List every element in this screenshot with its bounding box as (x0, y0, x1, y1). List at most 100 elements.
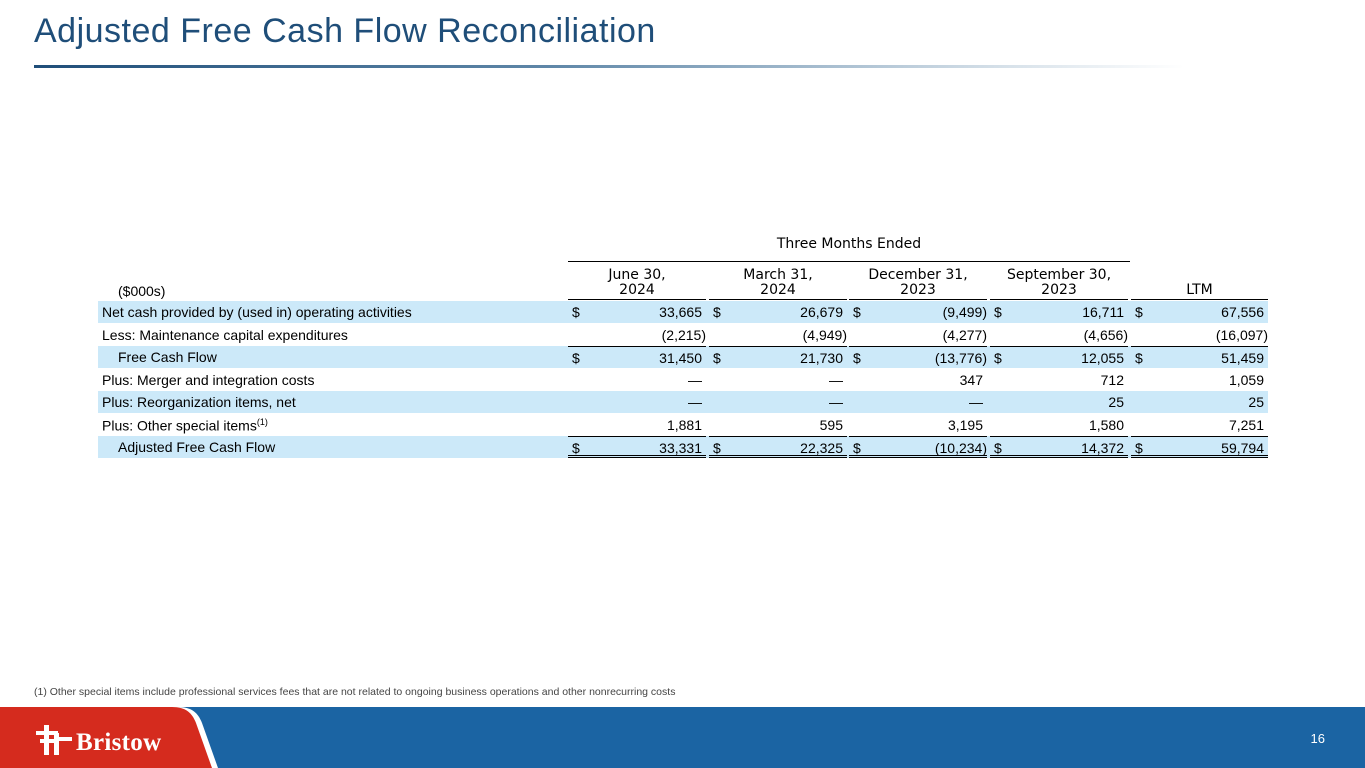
row-label-text: Adjusted Free Cash Flow (118, 439, 276, 455)
table-cell: 712 (990, 369, 1128, 391)
currency-symbol: $ (994, 350, 1002, 366)
table-cell: $51,459 (1131, 346, 1268, 368)
table-cell: 25 (1131, 391, 1268, 413)
currency-symbol: $ (572, 440, 580, 456)
bristow-logo-icon (36, 725, 72, 755)
currency-symbol: $ (713, 440, 721, 456)
table-cell: — (568, 391, 706, 413)
cell-value: (9,499) (942, 304, 987, 320)
table-cell: 3,195 (849, 414, 987, 436)
footnote-marker: (1) (256, 416, 268, 427)
table-cell: 347 (849, 369, 987, 391)
table-cell: 1,580 (990, 414, 1128, 436)
table-cell: $21,730 (709, 346, 847, 368)
cell-value: 14,372 (1081, 440, 1124, 456)
table-cell: $12,055 (990, 346, 1128, 368)
table-cell: $31,450 (568, 346, 706, 368)
table-cell: $26,679 (709, 301, 847, 323)
currency-symbol: $ (853, 440, 861, 456)
footnote: (1) Other special items include professi… (34, 686, 676, 698)
row-label: Plus: Merger and integration costs (102, 372, 314, 388)
currency-symbol: $ (713, 304, 721, 320)
row-label-text: Plus: Reorganization items, net (102, 394, 296, 410)
table-row: Less: Maintenance capital expenditures (2… (98, 324, 1268, 346)
row-label-text: Plus: Merger and integration costs (102, 371, 315, 388)
currency-symbol: $ (994, 304, 1002, 320)
row-label: Free Cash Flow (118, 349, 217, 365)
column-header-line1: September 30, (1006, 267, 1112, 283)
table-cell: $59,794 (1131, 436, 1268, 458)
table-cell: $22,325 (709, 436, 847, 458)
cell-value: 21,730 (800, 350, 843, 366)
cell-value: 33,331 (659, 440, 702, 456)
column-header-line1: June 30, (608, 267, 666, 283)
cell-value: 12,055 (1081, 350, 1124, 366)
table-cell: $14,372 (990, 436, 1128, 458)
row-label: Adjusted Free Cash Flow (118, 439, 275, 455)
cell-value: 1,580 (1088, 416, 1124, 433)
column-header-line2: 2023 (1041, 282, 1077, 298)
table-row: Plus: Reorganization items, net — — — 25 25 (98, 391, 1268, 413)
table-cell: $ (13,776) (849, 346, 987, 368)
column-header-line2: 2024 (619, 282, 655, 298)
column-header: September 30, 2023 (990, 268, 1128, 300)
group-header: Three Months Ended (568, 236, 1130, 262)
cell-value: 25 (1108, 394, 1124, 410)
cell-value: 1,059 (1228, 371, 1264, 388)
cell-value: (10,234) (934, 440, 987, 456)
currency-symbol: $ (1135, 350, 1143, 366)
cell-value: — (688, 394, 702, 410)
table-row: Adjusted Free Cash Flow $33,331 $22,325 $ (1… (98, 436, 1268, 458)
title-divider (34, 65, 1184, 68)
cell-value: 26,679 (800, 304, 843, 320)
currency-symbol: $ (1135, 304, 1143, 320)
column-header: December 31, 2023 (849, 268, 987, 300)
cell-value: (16,097) (1215, 326, 1268, 343)
column-header: June 30, 2024 (568, 268, 706, 300)
cell-value: 31,450 (659, 350, 702, 366)
currency-symbol: $ (572, 350, 580, 366)
row-label: Plus: Other special items(1) (102, 417, 268, 434)
cell-value: 3,195 (947, 416, 983, 433)
currency-symbol: $ (1135, 440, 1143, 456)
table-row: Plus: Merger and integration costs — — 347 7… (98, 369, 1268, 391)
column-header-line1: LTM (1186, 282, 1213, 298)
cell-value: — (688, 371, 702, 388)
cell-value: (2,215) (661, 326, 706, 343)
table-cell: 1,059 (1131, 369, 1268, 391)
cell-value: 67,556 (1221, 304, 1264, 320)
row-label: Less: Maintenance capital expenditures (102, 327, 348, 343)
page-title: Adjusted Free Cash Flow Reconciliation (34, 12, 656, 50)
column-header-line1: December 31, (868, 267, 968, 283)
cell-value: 7,251 (1228, 416, 1264, 433)
cell-value: (4,656) (1083, 326, 1128, 343)
cell-value: (4,949) (802, 326, 847, 343)
cell-value: — (969, 394, 983, 410)
table-cell: 7,251 (1131, 414, 1268, 436)
table-cell: 25 (990, 391, 1128, 413)
table-cell: — (849, 391, 987, 413)
cell-value: 16,711 (1082, 304, 1124, 320)
column-header-line1: March 31, (743, 267, 813, 283)
table-row: Net cash provided by (used in) operating… (98, 301, 1268, 323)
table-cell: $ (10,234) (849, 436, 987, 458)
table-cell: — (568, 369, 706, 391)
cell-value: 347 (959, 371, 983, 388)
table-row: Plus: Other special items(1) 1,881 595 3,19… (98, 414, 1268, 436)
row-label-text: Less: Maintenance capital expenditures (102, 326, 348, 343)
cell-value: 25 (1248, 394, 1264, 410)
cell-value: 22,325 (800, 440, 843, 456)
row-label: Net cash provided by (used in) operating… (102, 304, 412, 320)
cell-value: — (829, 394, 843, 410)
table-cell: $ (9,499) (849, 301, 987, 323)
currency-symbol: $ (853, 304, 861, 320)
units-label: ($000s) (118, 283, 166, 299)
column-header: March 31, 2024 (709, 268, 847, 300)
footer-bar: Bristow 16 (0, 707, 1365, 768)
brand-name: Bristow (76, 729, 162, 756)
table-cell: 1,881 (568, 414, 706, 436)
row-label: Plus: Reorganization items, net (102, 394, 296, 410)
table-cell: $67,556 (1131, 301, 1268, 323)
row-label-text: Free Cash Flow (118, 349, 217, 365)
table-cell: 595 (709, 414, 847, 436)
